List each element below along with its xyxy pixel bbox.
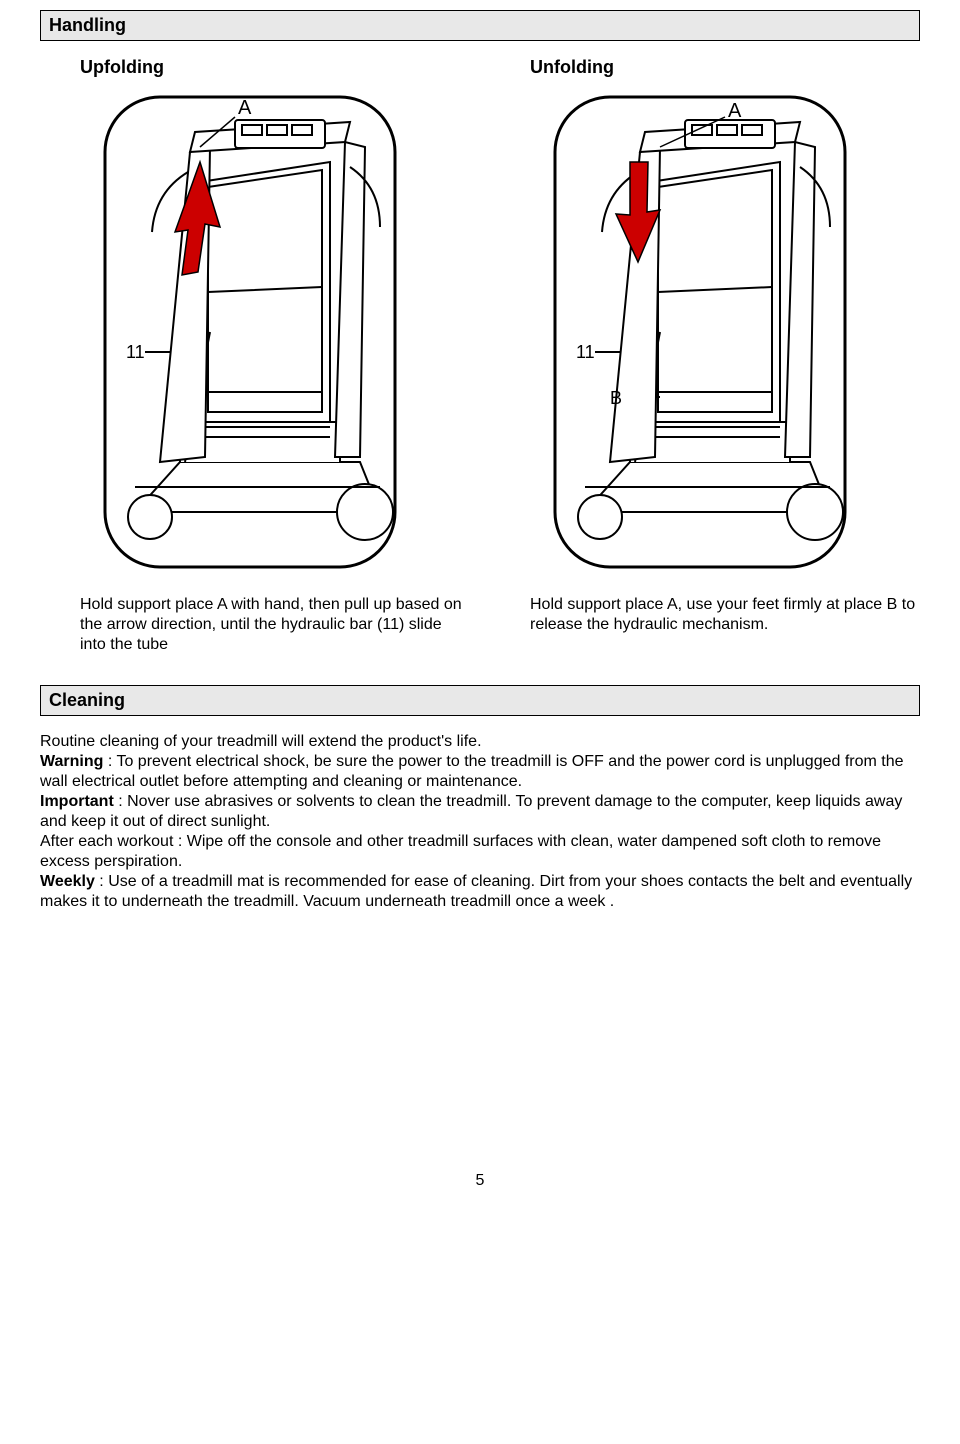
handling-columns: Upfolding (40, 57, 920, 655)
handling-header: Handling (40, 10, 920, 41)
label-b: B (610, 388, 622, 408)
warning-text: : To prevent electrical shock, be sure t… (40, 753, 904, 790)
unfolding-column: Unfolding (530, 57, 920, 655)
upfolding-title: Upfolding (80, 57, 470, 78)
label-11: 11 (576, 342, 595, 362)
upfolding-caption: Hold support place A with hand, then pul… (80, 595, 470, 655)
cleaning-body: Routine cleaning of your treadmill will … (40, 732, 920, 912)
upfolding-column: Upfolding (80, 57, 470, 655)
page-number: 5 (40, 1172, 920, 1190)
weekly-text: : Use of a treadmill mat is recommended … (40, 873, 912, 910)
unfolding-caption: Hold support place A, use your feet firm… (530, 595, 920, 635)
important-label: Important (40, 793, 114, 810)
warning-label: Warning (40, 753, 103, 770)
weekly-label: Weekly (40, 873, 95, 890)
upfolding-diagram: A 11 (80, 92, 420, 572)
important-text: : Nover use abrasives or solvents to cle… (40, 793, 902, 830)
label-a: A (238, 97, 252, 119)
label-a: A (728, 100, 742, 122)
after-text: After each workout : Wipe off the consol… (40, 833, 881, 870)
unfolding-diagram: A 11 B (530, 92, 870, 572)
cleaning-header: Cleaning (40, 685, 920, 716)
cleaning-intro: Routine cleaning of your treadmill will … (40, 733, 482, 750)
unfolding-title: Unfolding (530, 57, 920, 78)
page-container: Handling Upfolding (0, 0, 960, 1230)
label-11: 11 (126, 342, 145, 362)
